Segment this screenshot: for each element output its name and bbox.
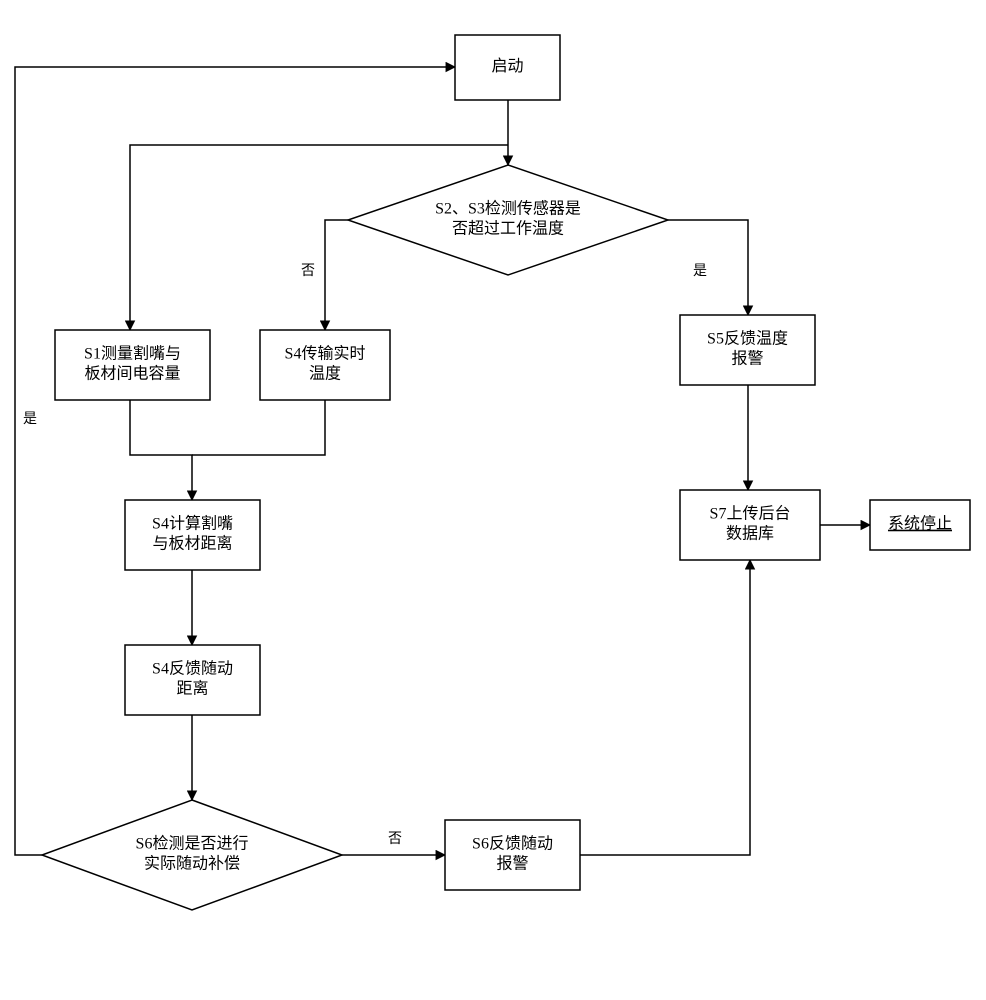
node-s7-text-1: 数据库 (726, 525, 774, 543)
flowchart-canvas: 否是否是 启动S2、S3检测传感器是否超过工作温度S1测量割嘴与板材间电容量S4… (0, 0, 986, 1000)
node-s6_alarm-text-1: 报警 (496, 855, 528, 873)
node-s5-text-0: S5反馈温度 (707, 330, 788, 348)
edge-e_dec_no (325, 220, 348, 330)
node-start: 启动 (455, 35, 560, 100)
edge-e_dec_no-label: 否 (301, 264, 315, 279)
node-start-text-0: 启动 (491, 57, 523, 75)
edge-e_dec2_yes (15, 67, 455, 855)
node-s7-text-0: S7上传后台 (710, 505, 791, 523)
edge-e_dec_yes-label: 是 (693, 264, 707, 279)
node-s4_calc: S4计算割嘴与板材距离 (125, 500, 260, 570)
node-s4_feedback: S4反馈随动距离 (125, 645, 260, 715)
edge-e_s6_up (580, 560, 750, 855)
node-decision_temp: S2、S3检测传感器是否超过工作温度 (348, 165, 668, 275)
node-s4_calc-text-0: S4计算割嘴 (152, 514, 233, 533)
node-stop: 系统停止 (870, 500, 970, 550)
node-s1: S1测量割嘴与板材间电容量 (55, 330, 210, 400)
node-s6_alarm: S6反馈随动报警 (445, 820, 580, 890)
node-s5-text-1: 报警 (731, 350, 763, 368)
node-decision_temp-text-1: 否超过工作温度 (452, 220, 564, 238)
node-s4_calc-text-1: 与板材距离 (152, 535, 232, 553)
node-s4_transmit: S4传输实时温度 (260, 330, 390, 400)
edge-e_s1_down (130, 400, 192, 500)
node-stop-text-0: 系统停止 (888, 515, 952, 533)
node-s4_transmit-text-1: 温度 (309, 365, 341, 383)
node-s4_transmit-text-0: S4传输实时 (285, 345, 366, 363)
node-s4_feedback-text-0: S4反馈随动 (152, 660, 233, 678)
node-s7: S7上传后台数据库 (680, 490, 820, 560)
node-decision_comp-text-0: S6检测是否进行 (136, 835, 249, 853)
edge-e_dec_yes (668, 220, 748, 315)
node-decision_comp-text-1: 实际随动补偿 (144, 855, 240, 873)
node-s1-text-0: S1测量割嘴与 (84, 345, 181, 363)
node-s4_feedback-text-1: 距离 (176, 680, 208, 698)
node-decision_temp-text-0: S2、S3检测传感器是 (435, 200, 581, 218)
node-s5: S5反馈温度报警 (680, 315, 815, 385)
edges-layer: 否是否是 (15, 67, 870, 855)
edge-e_s4t_down (192, 400, 325, 455)
nodes-layer: 启动 S2、S3检测传感器是否超过工作温度 S1测量割嘴与板材间电容量 S4传输实时温… (42, 35, 970, 910)
edge-e_dec2_yes-label: 是 (23, 412, 37, 427)
node-s1-text-1: 板材间电容量 (84, 365, 180, 383)
node-s6_alarm-text-0: S6反馈随动 (472, 835, 553, 853)
edge-e_dec2_no-label: 否 (388, 832, 402, 847)
node-decision_comp: S6检测是否进行实际随动补偿 (42, 800, 342, 910)
